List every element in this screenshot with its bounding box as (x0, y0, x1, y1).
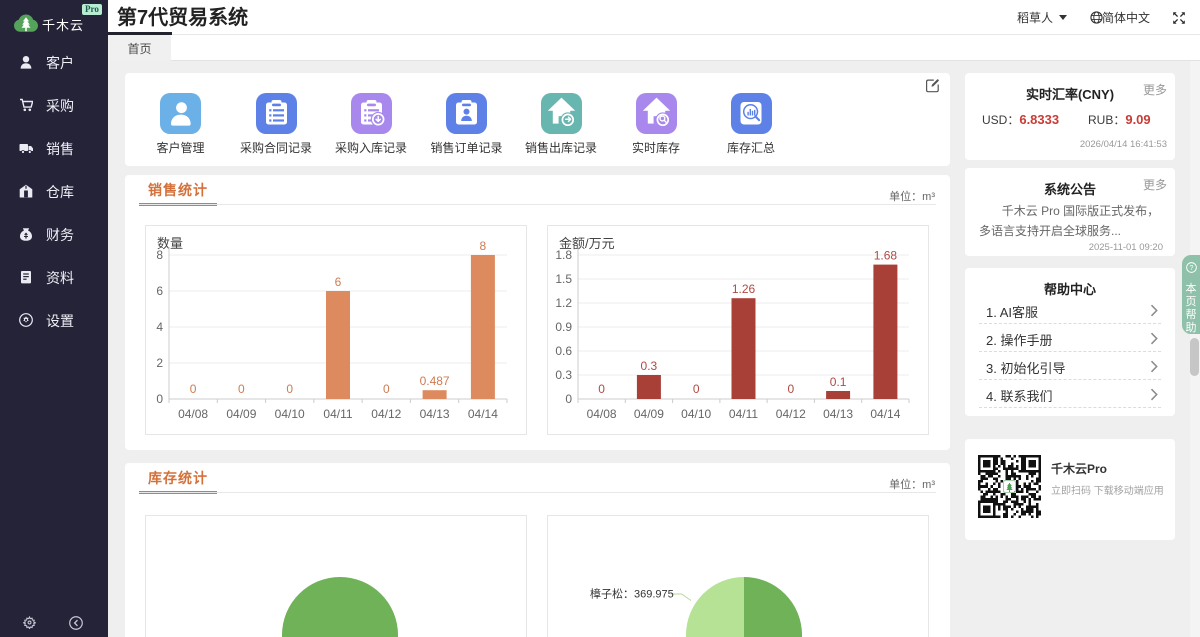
svg-text:金额/万元: 金额/万元 (559, 236, 615, 251)
svg-text:0: 0 (787, 382, 794, 396)
svg-text:0: 0 (156, 392, 163, 406)
svg-text:04/14: 04/14 (468, 407, 498, 421)
svg-text:0: 0 (238, 382, 245, 396)
svg-text:04/10: 04/10 (275, 407, 305, 421)
svg-text:6: 6 (335, 275, 342, 289)
svg-text:0: 0 (286, 382, 293, 396)
svg-text:04/14: 04/14 (870, 407, 900, 421)
svg-text:04/10: 04/10 (681, 407, 711, 421)
svg-text:2: 2 (156, 356, 163, 370)
svg-text:8: 8 (156, 248, 163, 262)
svg-text:0: 0 (693, 382, 700, 396)
svg-text:1.2: 1.2 (555, 296, 572, 310)
svg-text:0: 0 (190, 382, 197, 396)
svg-text:0.487: 0.487 (420, 374, 450, 388)
svg-text:0.3: 0.3 (641, 359, 658, 373)
svg-text:1.26: 1.26 (732, 282, 756, 296)
svg-text:6: 6 (156, 284, 163, 298)
svg-text:04/12: 04/12 (776, 407, 806, 421)
svg-text:04/13: 04/13 (420, 407, 450, 421)
svg-text:0: 0 (383, 382, 390, 396)
svg-text:数量: 数量 (157, 236, 183, 251)
svg-text:1.68: 1.68 (874, 249, 898, 263)
svg-text:04/12: 04/12 (371, 407, 401, 421)
svg-text:1.8: 1.8 (555, 248, 572, 262)
svg-text:0.6: 0.6 (555, 344, 572, 358)
svg-text:?: ? (1189, 265, 1193, 272)
svg-text:1.5: 1.5 (555, 272, 572, 286)
svg-text:8: 8 (480, 239, 487, 253)
svg-text:0.3: 0.3 (555, 368, 572, 382)
svg-text:04/11: 04/11 (323, 407, 352, 421)
svg-text:4: 4 (156, 320, 163, 334)
svg-text:04/08: 04/08 (587, 407, 617, 421)
svg-text:樟子松：369.975: 樟子松：369.975 (590, 587, 674, 601)
svg-text:0: 0 (598, 382, 605, 396)
svg-text:0.9: 0.9 (555, 320, 572, 334)
svg-text:04/11: 04/11 (729, 407, 758, 421)
svg-text:04/09: 04/09 (226, 407, 256, 421)
svg-text:0: 0 (565, 392, 572, 406)
svg-text:04/09: 04/09 (634, 407, 664, 421)
svg-text:0.1: 0.1 (830, 375, 847, 389)
svg-text:04/08: 04/08 (178, 407, 208, 421)
svg-text:04/13: 04/13 (823, 407, 853, 421)
